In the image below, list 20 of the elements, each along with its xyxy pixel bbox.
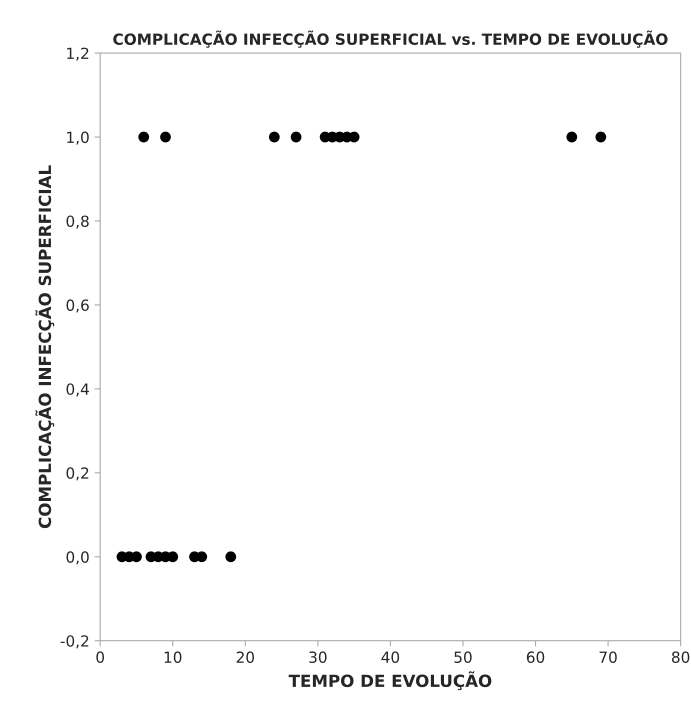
y-tick-label: 0,8: [66, 215, 89, 229]
x-tick-label: 70: [600, 651, 617, 663]
x-tick-label: 20: [236, 651, 254, 663]
y-tick-label: 0,6: [66, 299, 89, 313]
x-tick-label: 40: [381, 651, 400, 663]
y-tick-label: 0,0: [66, 551, 89, 564]
x-tick-label: 10: [164, 651, 182, 663]
x-tick-label: 60: [526, 651, 544, 663]
y-tick-label: 1,2: [67, 48, 88, 61]
x-tick-label: 0: [96, 651, 104, 663]
x-tick-label: 80: [672, 651, 690, 663]
y-axis-title: COMPLICAÇÃO INFECÇÃO SUPERFICIAL: [35, 165, 54, 528]
x-tick-label: 30: [309, 651, 327, 663]
y-tick-label: 0,2: [66, 467, 88, 480]
y-tick-label: -0,2: [60, 635, 88, 648]
x-axis-title: TEMPO DE EVOLUÇÃO: [288, 671, 492, 690]
x-tick-label: 50: [454, 651, 472, 663]
chart-title: COMPLICAÇÃO INFECÇÃO SUPERFICIAL vs. TEMPO DE EVOLUÇÃO: [113, 30, 668, 48]
y-tick-label: 1,0: [67, 132, 89, 145]
y-tick-label: 0,4: [66, 383, 89, 396]
